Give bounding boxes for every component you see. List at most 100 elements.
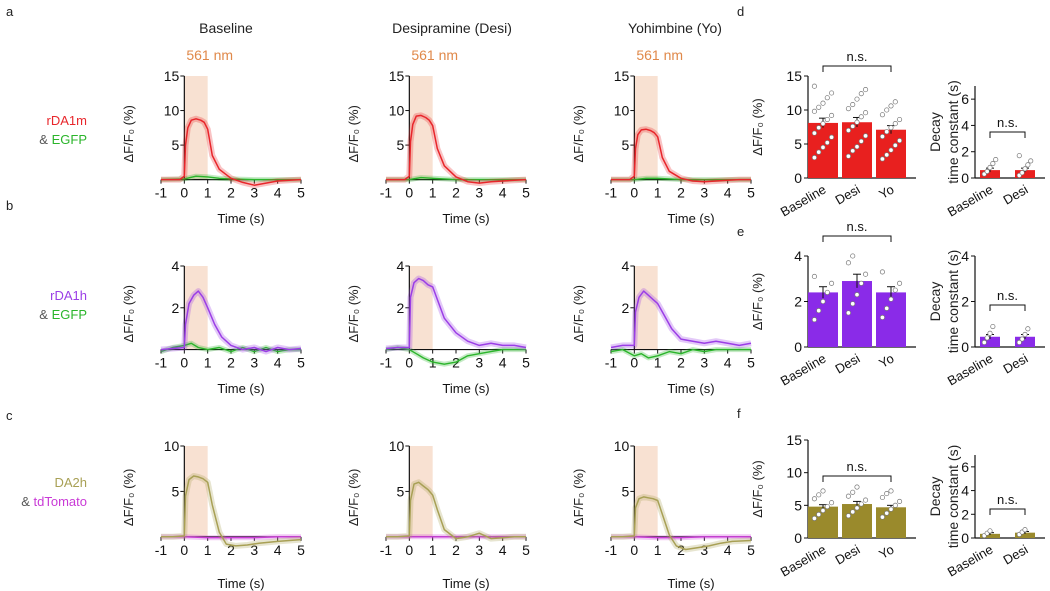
trace-b-5-ytick-label: 4 bbox=[622, 258, 630, 274]
column-title-desipramine: Desipramine (Desi) bbox=[392, 20, 512, 36]
bar-e-12-data-point bbox=[1025, 326, 1031, 332]
bar-d-9-data-point bbox=[820, 100, 826, 106]
trace-b-3-xtick-label: 0 bbox=[180, 355, 188, 371]
bar-e-12-data-point bbox=[987, 330, 993, 336]
column-title-baseline: Baseline bbox=[199, 20, 253, 36]
trace-c-7-xtick-label: 1 bbox=[429, 542, 437, 558]
trace-c-7-ytick-label: 5 bbox=[397, 483, 405, 499]
trace-c-8-xtick-label: 3 bbox=[700, 542, 708, 558]
bar-f-13-data-point bbox=[884, 510, 890, 516]
trace-a-2-ytick-label: 5 bbox=[622, 137, 630, 153]
bar-d-10-category-label: Baseline bbox=[945, 182, 996, 220]
bar-d-9-ytick-label: 15 bbox=[786, 68, 802, 84]
bar-e-11-data-point bbox=[829, 280, 835, 286]
trace-c-8-xlabel: Time (s) bbox=[667, 576, 714, 591]
bar-d-9-data-point bbox=[820, 121, 826, 127]
trace-c-6-xtick-label: 3 bbox=[250, 542, 258, 558]
trace-c-7-xtick-label: 0 bbox=[405, 542, 413, 558]
bar-e-12-significance-bracket bbox=[989, 304, 1026, 311]
trace-b-4-xlabel: Time (s) bbox=[442, 381, 489, 396]
bar-d-10-bar-desi bbox=[1015, 170, 1035, 178]
bar-f-13-ytick-label: 10 bbox=[786, 465, 802, 481]
trace-b-5-xtick-label: 1 bbox=[654, 355, 662, 371]
trace-b-5-xtick-label: 5 bbox=[747, 355, 755, 371]
panel-letter-e: e bbox=[737, 224, 744, 239]
trace-b-3-xtick-label: 5 bbox=[297, 355, 305, 371]
trace-a-0-stim-window bbox=[184, 76, 208, 180]
bar-e-12-data-point bbox=[981, 339, 987, 346]
trace-c-8-xtick-label: 1 bbox=[654, 542, 662, 558]
trace-c-6-xtick-label: 5 bbox=[297, 542, 305, 558]
trace-b-3-stim-window bbox=[184, 266, 208, 350]
trace-b-3-xtick-label: 1 bbox=[204, 355, 212, 371]
panel-letter-f: f bbox=[737, 406, 741, 421]
bar-f-13-category-label: Yo bbox=[876, 542, 896, 562]
bar-f-14-data-point bbox=[987, 528, 993, 534]
trace-a-0-xtick-label: 0 bbox=[180, 185, 188, 201]
trace-a-1-xtick-label: 2 bbox=[452, 185, 460, 201]
trace-a-2-xtick-label: -1 bbox=[605, 185, 618, 201]
bar-d-9-data-point bbox=[829, 112, 835, 118]
trace-c-8-ytick-label: 10 bbox=[614, 438, 630, 454]
bar-e-11-data-point bbox=[850, 301, 856, 307]
trace-b-4-stim-window bbox=[409, 266, 433, 350]
bar-d-10-data-point bbox=[1025, 162, 1031, 168]
trace-b-4-xtick-label: 3 bbox=[475, 355, 483, 371]
trace-c-6-xtick-label: -1 bbox=[155, 542, 168, 558]
bar-e-12-bar-baseline bbox=[980, 336, 1000, 347]
bar-e-12-data-point bbox=[990, 323, 996, 330]
bar-d-10-significance-bracket bbox=[989, 131, 1026, 138]
bar-f-13-category-label: Desi bbox=[832, 542, 862, 568]
trace-a-0-xtick-label: 5 bbox=[297, 185, 305, 201]
bar-d-9-data-point bbox=[863, 87, 869, 93]
trace-a-1-xtick-label: -1 bbox=[380, 185, 393, 201]
bar-d-9-significance-label: n.s. bbox=[847, 49, 868, 64]
bar-e-12-data-point bbox=[1016, 339, 1022, 346]
trace-c-6-xtick-label: 1 bbox=[204, 542, 212, 558]
trace-a-2-xtick-label: 5 bbox=[747, 185, 755, 201]
trace-c-6-ylabel: ΔF/F₀ (%) bbox=[121, 469, 136, 526]
bar-d-9-data-point bbox=[884, 129, 890, 135]
trace-c-7-sensor-sem-band bbox=[386, 479, 526, 542]
trace-a-0-xlabel: Time (s) bbox=[217, 211, 264, 226]
bar-f-14-data-point bbox=[1022, 527, 1028, 533]
bar-d-10-data-point bbox=[987, 164, 993, 171]
trace-c-8-xtick-label: 2 bbox=[677, 542, 685, 558]
bar-e-11-ytick-label: 0 bbox=[794, 339, 802, 355]
trace-c-7-xtick-label: 2 bbox=[452, 542, 460, 558]
bar-e-12-ytick-label: 0 bbox=[961, 339, 969, 355]
trace-a-0-stim-label: 561 nm bbox=[186, 47, 233, 63]
trace-a-2-xtick-label: 2 bbox=[677, 185, 685, 201]
trace-b-3-ytick-label: 2 bbox=[172, 300, 180, 316]
bar-e-11-category-label: Yo bbox=[876, 351, 896, 371]
trace-c-6-ytick-label: 5 bbox=[172, 483, 180, 499]
bar-e-12-category-label: Baseline bbox=[945, 351, 996, 389]
trace-a-1-ytick-label: 10 bbox=[389, 103, 405, 119]
bar-d-9-data-point bbox=[884, 152, 890, 158]
bar-d-9-data-point bbox=[816, 149, 822, 155]
trace-b-3-sensor-trace bbox=[160, 290, 302, 353]
trace-c-8-xtick-label: 4 bbox=[724, 542, 732, 558]
bar-d-9-ytick-label: 10 bbox=[786, 102, 802, 118]
trace-a-1-sensor-sem-band bbox=[386, 112, 527, 187]
bar-f-13-data-point bbox=[845, 513, 851, 519]
trace-b-5-xlabel: Time (s) bbox=[667, 381, 714, 396]
bar-d-9-category-label: Yo bbox=[876, 182, 896, 202]
trace-a-2-xtick-label: 4 bbox=[724, 185, 732, 201]
bar-d-10-data-point bbox=[990, 160, 996, 167]
bar-f-14-ylabel-line1: Decay bbox=[927, 477, 943, 517]
trace-b-5-ytick-label: 2 bbox=[622, 300, 630, 316]
trace-c-7-ytick-label: 10 bbox=[389, 438, 405, 454]
trace-c-6-sensor-trace bbox=[161, 475, 302, 547]
bar-f-13-data-point bbox=[854, 484, 860, 490]
bar-d-10-data-point bbox=[1028, 158, 1034, 164]
bar-d-9-data-point bbox=[820, 144, 826, 150]
trace-c-8-xtick-label: 0 bbox=[630, 542, 638, 558]
bar-d-9-bar-baseline bbox=[808, 122, 838, 178]
bar-e-11-data-point bbox=[845, 310, 851, 316]
trace-c-7-xtick-label: 3 bbox=[475, 542, 483, 558]
bar-d-10-data-point bbox=[1019, 170, 1025, 176]
bar-e-11-data-point bbox=[816, 308, 822, 314]
bar-d-9-data-point bbox=[829, 90, 835, 96]
bar-f-13-data-point bbox=[811, 496, 817, 502]
